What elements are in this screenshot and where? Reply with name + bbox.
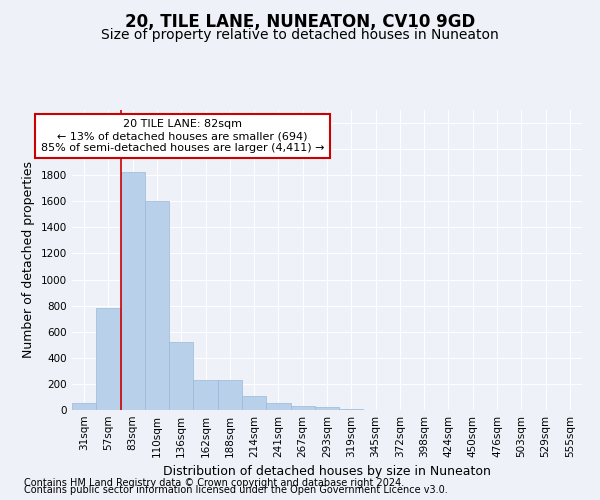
Bar xyxy=(242,396,266,410)
Bar xyxy=(193,380,218,410)
Bar xyxy=(145,202,169,410)
Bar xyxy=(96,308,121,410)
Bar xyxy=(266,403,290,410)
Text: 20 TILE LANE: 82sqm
← 13% of detached houses are smaller (694)
85% of semi-detac: 20 TILE LANE: 82sqm ← 13% of detached ho… xyxy=(41,120,324,152)
Text: Size of property relative to detached houses in Nuneaton: Size of property relative to detached ho… xyxy=(101,28,499,42)
Text: 20, TILE LANE, NUNEATON, CV10 9GD: 20, TILE LANE, NUNEATON, CV10 9GD xyxy=(125,12,475,30)
Bar xyxy=(169,342,193,410)
Text: Contains HM Land Registry data © Crown copyright and database right 2024.: Contains HM Land Registry data © Crown c… xyxy=(24,478,404,488)
Y-axis label: Number of detached properties: Number of detached properties xyxy=(22,162,35,358)
Bar xyxy=(121,172,145,410)
Bar xyxy=(290,406,315,410)
Bar xyxy=(72,404,96,410)
Bar xyxy=(218,380,242,410)
Bar xyxy=(315,408,339,410)
X-axis label: Distribution of detached houses by size in Nuneaton: Distribution of detached houses by size … xyxy=(163,466,491,478)
Text: Contains public sector information licensed under the Open Government Licence v3: Contains public sector information licen… xyxy=(24,485,448,495)
